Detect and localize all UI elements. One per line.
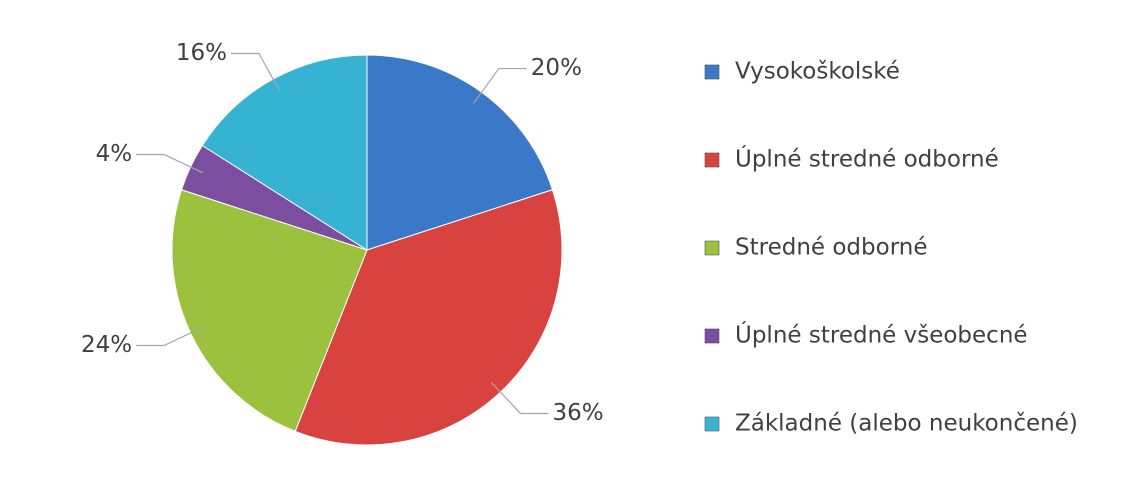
- legend-swatch: [704, 416, 720, 432]
- legend-label: Stredné odborné: [735, 235, 927, 261]
- legend-label: Úplné stredné odborné: [735, 145, 999, 173]
- legend-swatch: [704, 64, 720, 80]
- data-label: 4%: [96, 141, 133, 167]
- legend-label: Vysokoškolské: [735, 59, 900, 85]
- leader-line: [136, 326, 204, 347]
- data-label: 24%: [81, 332, 132, 358]
- leader-line: [473, 67, 527, 104]
- data-label: 16%: [176, 40, 227, 66]
- leader-line: [230, 52, 281, 92]
- legend-swatch: [704, 328, 720, 344]
- legend-swatch: [704, 240, 720, 256]
- legend-label: Úplné stredné všeobecné: [735, 321, 1028, 349]
- legend-label: Základné (alebo neukončené): [735, 411, 1078, 437]
- leader-line: [490, 381, 549, 415]
- data-label: 36%: [553, 400, 604, 426]
- data-label: 20%: [531, 55, 582, 81]
- leader-line: [136, 153, 204, 174]
- legend-swatch: [704, 152, 720, 168]
